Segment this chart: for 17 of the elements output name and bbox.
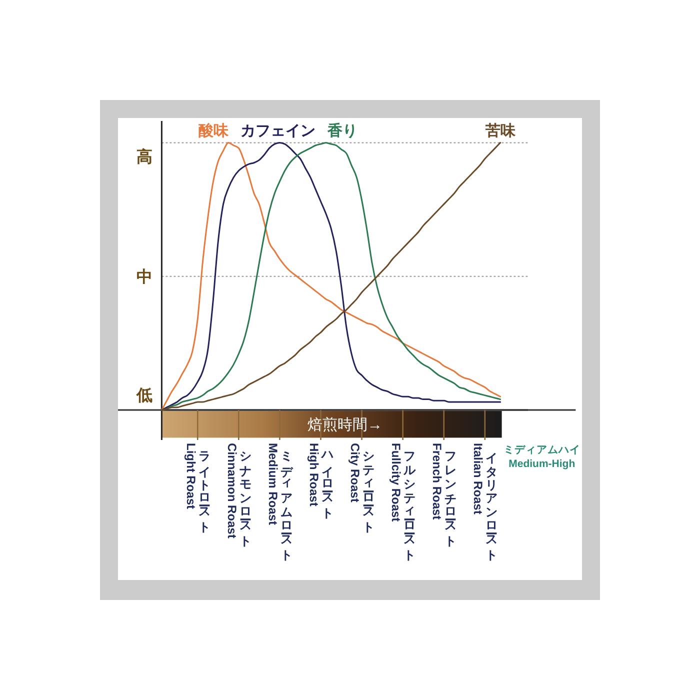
series-label: 苦味 [484,122,516,140]
x-tick-label: フルシティーロースト Fullcity Roast [389,443,417,561]
x-tick-label: シナモンロースト Cinnamon Roast [224,443,252,547]
ref-line-label: 低 [136,386,153,404]
series-label: カフェイン [240,122,316,140]
x-tick-label: ライトロースト Light Roast [184,443,212,533]
x-tick-label: フレンチロースト French Roast [430,443,458,547]
text: ミディアムハイ Medium-High [503,444,580,470]
x-axis-title: 焙煎時間→ [307,416,382,434]
x-tick-label: シティーロースト City Roast [348,443,376,533]
series-label: 香り [326,122,358,140]
x-tick-label: ミディアムロースト Medium Roast [266,443,294,561]
ref-line-label: 中 [136,268,153,286]
ref-line-label: 高 [136,147,153,166]
x-tick-label: イタリアンロースト Italian Roast [471,443,499,561]
x-tick-label: ハイロースト High Roast [306,443,334,519]
series-label: 酸味 [198,122,230,140]
